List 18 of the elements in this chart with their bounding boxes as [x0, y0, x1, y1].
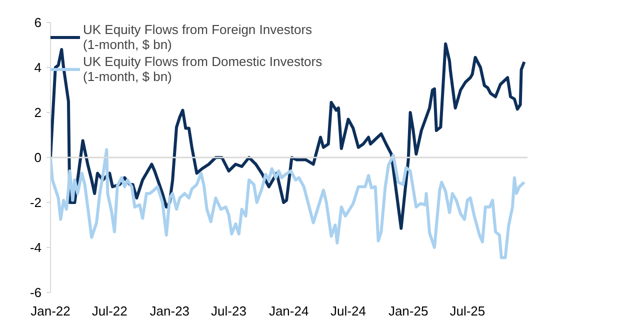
y-tick-label: 6 — [34, 15, 42, 30]
y-tick-label: -6 — [30, 285, 42, 300]
x-tick-label: Jan-23 — [150, 304, 190, 318]
y-tick-label: 2 — [34, 105, 42, 120]
y-tick-label: 0 — [34, 150, 42, 165]
line-series — [50, 148, 526, 260]
y-tick-label: -2 — [30, 195, 42, 210]
x-tick-label: Jan-22 — [30, 304, 70, 318]
x-tick-label: Jan-24 — [268, 304, 309, 318]
x-tick-label: Jul-22 — [92, 304, 128, 318]
x-tick-label: Jul-25 — [450, 304, 486, 318]
x-tick-label: Jan-25 — [388, 304, 428, 318]
y-tick-label: 4 — [34, 60, 42, 75]
x-tick-label: Jul-23 — [211, 304, 246, 318]
legend-label: UK Equity Flows from Foreign Investors (1-month, $ bn) — [83, 22, 312, 52]
y-tick-label: -4 — [30, 240, 42, 255]
x-tick-label: Jul-24 — [330, 304, 366, 318]
legend-label: UK Equity Flows from Domestic Investors (1-month, $ bn) — [83, 54, 322, 84]
